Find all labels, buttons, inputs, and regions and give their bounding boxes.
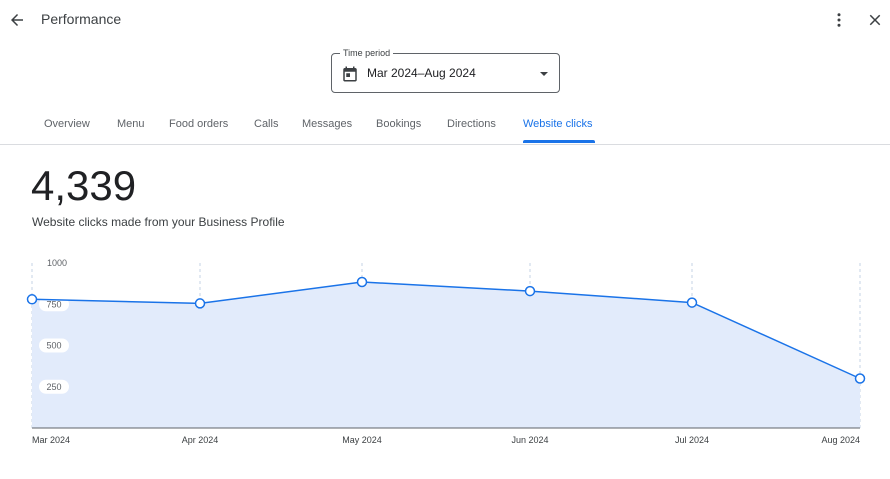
tab-messages[interactable]: Messages <box>302 118 353 130</box>
x-tick-label-5: Aug 2024 <box>821 435 860 445</box>
back-button[interactable] <box>5 8 29 32</box>
arrow-back-icon <box>11 14 23 26</box>
y-tick-pill-3 <box>39 379 69 394</box>
data-point-1 <box>194 298 206 309</box>
time-period-label: Time period <box>340 47 394 59</box>
y-tick-label-0: 1000 <box>47 258 67 268</box>
tab-overview[interactable]: Overview <box>44 118 90 130</box>
time-period-value: Mar 2024–Aug 2024 <box>367 66 476 80</box>
data-point-2 <box>356 276 368 288</box>
y-tick-label-2: 500 <box>46 341 61 351</box>
data-point-0 <box>26 294 38 305</box>
website-clicks-chart: 1000 750 500 250 Mar 2024 Apr 2024 May 2024 Jun… <box>26 258 866 445</box>
close-icon <box>869 14 881 26</box>
x-tick-label-0: Mar 2024 <box>32 435 70 445</box>
calendar-icon <box>343 66 357 82</box>
y-tick-pill-2 <box>39 338 69 353</box>
top-bar: Performance <box>0 0 890 40</box>
more-options-button[interactable] <box>827 8 851 32</box>
series-area <box>32 282 860 428</box>
data-point-4 <box>686 297 698 308</box>
x-tick-label-2: May 2024 <box>342 435 382 445</box>
tab-website-clicks[interactable]: Website clicks <box>523 118 593 130</box>
more-vert-icon <box>837 13 841 27</box>
metric-value: 4,339 <box>31 162 137 209</box>
y-tick-label-1: 750 <box>46 299 61 309</box>
close-button[interactable] <box>863 8 887 32</box>
tab-food-orders[interactable]: Food orders <box>169 118 229 130</box>
page-title: Performance <box>41 11 122 27</box>
active-tab-indicator <box>523 140 595 143</box>
x-tick-label-4: Jul 2024 <box>675 435 709 445</box>
arrow-drop-down-icon <box>540 72 548 76</box>
tab-calls[interactable]: Calls <box>254 118 279 130</box>
tab-bookings[interactable]: Bookings <box>376 118 422 130</box>
y-tick-label-3: 250 <box>46 382 61 392</box>
tab-bar: Overview Menu Food orders Calls Messages… <box>0 108 890 145</box>
tab-directions[interactable]: Directions <box>447 118 496 130</box>
data-point-3 <box>524 285 536 297</box>
x-tick-label-3: Jun 2024 <box>511 435 548 445</box>
series-line <box>31 281 861 380</box>
metric-description: Website clicks made from your Business P… <box>32 215 285 229</box>
data-point-5 <box>854 373 866 384</box>
x-tick-label-1: Apr 2024 <box>182 435 219 445</box>
time-period-select[interactable]: Time period Mar 2024–Aug 2024 <box>331 47 560 93</box>
tab-menu[interactable]: Menu <box>117 118 145 130</box>
